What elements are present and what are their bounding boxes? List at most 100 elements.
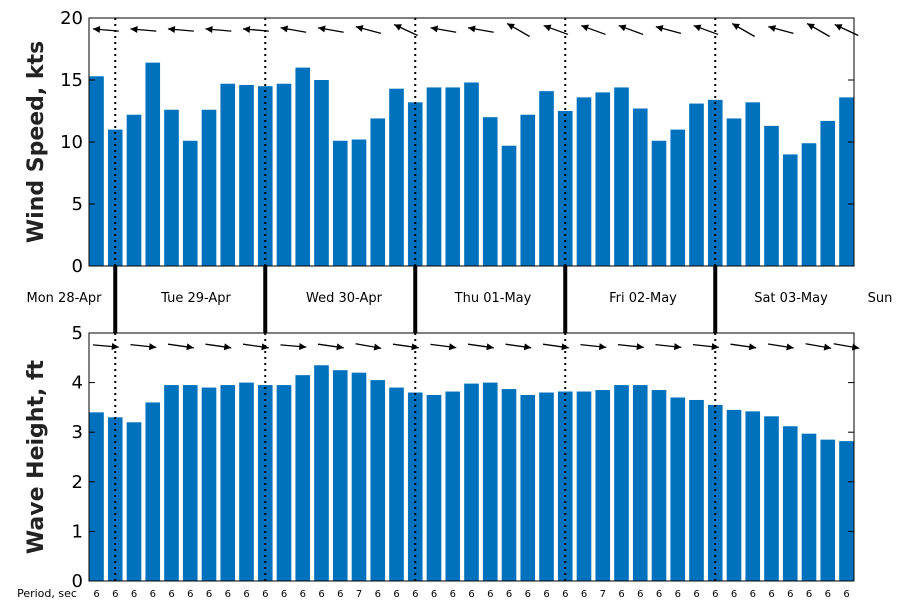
wave-direction-arrow bbox=[392, 343, 419, 351]
arrow-head bbox=[732, 23, 740, 31]
period-value: 6 bbox=[112, 589, 118, 600]
wave-bar bbox=[539, 392, 554, 581]
wind-bar bbox=[557, 111, 573, 266]
wave-bar bbox=[164, 385, 179, 581]
wave-bar bbox=[126, 422, 142, 581]
wind-bar bbox=[145, 62, 161, 266]
wave-bar bbox=[314, 365, 329, 581]
arrow-head bbox=[543, 24, 552, 32]
wave-bar bbox=[332, 370, 348, 581]
wind-direction-arrow bbox=[506, 22, 530, 38]
day-label: Fri 02-May bbox=[609, 291, 677, 306]
period-value: 6 bbox=[731, 589, 737, 600]
wave-bar bbox=[745, 411, 761, 581]
wind-bar bbox=[801, 143, 817, 266]
period-value: 6 bbox=[693, 589, 699, 600]
wind-bar bbox=[651, 140, 667, 266]
wind-bar bbox=[370, 118, 386, 266]
day-label: Wed 30-Apr bbox=[306, 291, 383, 306]
period-value: 6 bbox=[506, 589, 512, 600]
wind-bar bbox=[164, 109, 179, 266]
wind-direction-arrow bbox=[834, 23, 859, 37]
wave-height-axis-label: Wave Height, ft bbox=[24, 359, 49, 554]
wind-direction-arrow bbox=[167, 25, 194, 33]
arrow-head bbox=[807, 23, 815, 31]
arrow-head bbox=[581, 24, 589, 32]
wind-bar bbox=[726, 118, 742, 266]
period-value: 6 bbox=[206, 589, 212, 600]
wave-direction-arrow bbox=[542, 343, 569, 351]
wave-bar bbox=[201, 387, 217, 581]
wind-direction-arrow bbox=[655, 25, 682, 34]
wind-bar bbox=[201, 109, 217, 266]
wind-panel: 0 5 10 15 20 bbox=[60, 8, 859, 277]
wind-bar bbox=[501, 145, 517, 266]
wind-bar bbox=[295, 67, 311, 266]
wave-bar bbox=[464, 383, 479, 581]
wind-direction-arrow bbox=[355, 25, 382, 34]
wave-bar bbox=[407, 392, 423, 581]
wave-direction-arrow bbox=[317, 343, 344, 351]
arrow-head bbox=[693, 24, 702, 32]
wind-bar bbox=[332, 140, 348, 266]
wind-direction-arrow bbox=[205, 25, 232, 33]
arrow-head bbox=[167, 25, 176, 33]
wind-bar bbox=[764, 125, 779, 266]
wave-bar bbox=[426, 395, 442, 581]
wind-bar bbox=[314, 80, 329, 266]
period-value: 6 bbox=[131, 589, 137, 600]
wind-bar bbox=[707, 99, 723, 266]
arrow-head bbox=[561, 343, 569, 351]
wind-bar bbox=[426, 87, 442, 266]
arrow-head bbox=[786, 343, 794, 351]
wave-bar bbox=[182, 385, 198, 581]
arrow-head bbox=[411, 343, 419, 351]
wind-bar bbox=[464, 82, 479, 266]
period-value: 6 bbox=[243, 589, 249, 600]
wind-bar bbox=[276, 83, 292, 266]
period-value: 6 bbox=[150, 589, 156, 600]
wave-axes-box bbox=[88, 332, 855, 582]
arrow-head bbox=[523, 343, 532, 351]
wave-bar bbox=[295, 375, 311, 581]
wind-bar bbox=[389, 88, 404, 267]
wave-bar bbox=[482, 382, 498, 581]
arrow-head bbox=[148, 343, 157, 351]
wave-bar bbox=[726, 409, 742, 581]
wave-bar bbox=[614, 385, 629, 581]
wave-direction-arrow bbox=[280, 343, 307, 351]
wind-direction-arrow bbox=[317, 25, 344, 33]
wave-bar bbox=[839, 441, 854, 581]
wave-ytick-label: 5 bbox=[72, 323, 83, 344]
wind-direction-arrow bbox=[280, 25, 307, 33]
wave-direction-arrow bbox=[833, 343, 860, 351]
wave-ytick-label: 1 bbox=[72, 521, 83, 542]
wind-bar bbox=[689, 103, 704, 266]
arrow-head bbox=[823, 343, 832, 351]
period-value: 7 bbox=[600, 589, 606, 600]
wind-bar bbox=[482, 117, 498, 266]
arrow-head bbox=[748, 343, 757, 351]
wind-direction-arrow bbox=[693, 24, 719, 36]
wind-bar bbox=[820, 120, 836, 266]
wind-bar bbox=[595, 92, 611, 267]
wind-direction-arrow bbox=[731, 22, 755, 38]
arrow-head bbox=[768, 25, 776, 32]
wave-bar bbox=[632, 385, 648, 581]
period-value: 6 bbox=[431, 589, 437, 600]
wind-bar bbox=[107, 129, 123, 266]
day-label: Tue 29-Apr bbox=[160, 291, 231, 306]
period-value: 6 bbox=[300, 589, 306, 600]
period-value: 6 bbox=[262, 589, 268, 600]
wave-bar bbox=[689, 399, 704, 581]
wind-ytick-label: 15 bbox=[60, 70, 83, 91]
period-value: 6 bbox=[450, 589, 456, 600]
wave-bar bbox=[576, 391, 592, 581]
arrow-head bbox=[636, 343, 644, 351]
wind-bar bbox=[257, 86, 273, 266]
wave-bar bbox=[651, 390, 667, 581]
wind-bar bbox=[520, 114, 536, 266]
wave-direction-arrow bbox=[617, 343, 644, 351]
wave-bar bbox=[801, 433, 817, 581]
wave-ytick-label: 3 bbox=[72, 422, 83, 443]
